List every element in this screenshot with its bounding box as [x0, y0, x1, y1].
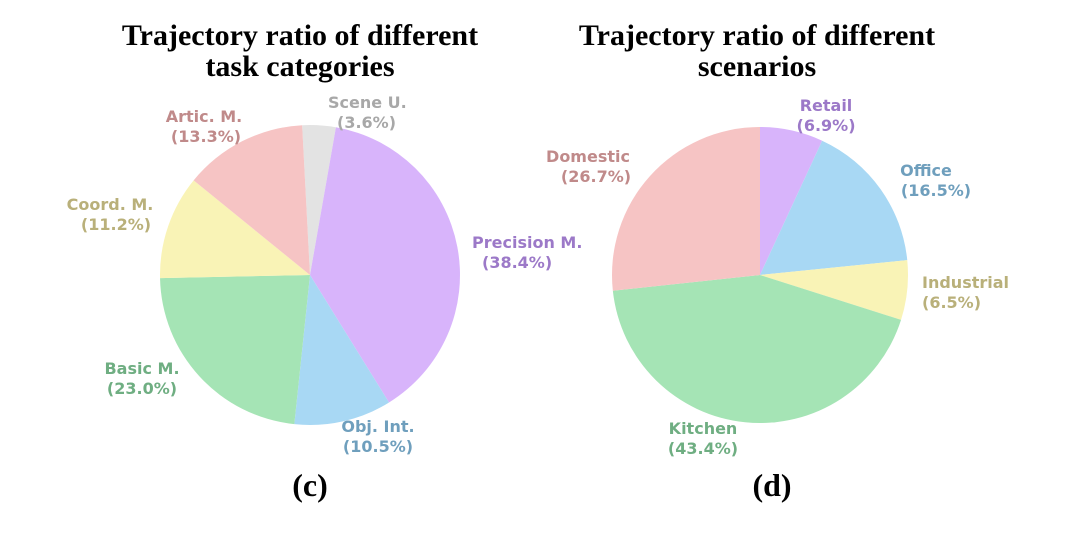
slice-percent-kitchen: (43.4%) — [668, 439, 738, 458]
slice-percent-precision-m: (38.4%) — [482, 253, 552, 272]
chart-c-slices — [159, 125, 460, 426]
slice-percent-retail: (6.9%) — [797, 116, 856, 135]
slice-percent-domestic: (26.7%) — [561, 167, 631, 186]
chart-c-title-line-1: Trajectory ratio of different — [122, 19, 478, 52]
slice-percent-obj-int: (10.5%) — [343, 437, 413, 456]
slice-percent-office: (16.5%) — [901, 181, 971, 200]
slice-label-domestic: Domestic — [546, 147, 630, 166]
chart-c-labels: Scene U.(3.6%) Precision M.(38.4%) Obj. In… — [67, 93, 583, 456]
slice-label-precision-m: Precision M. — [472, 233, 582, 252]
pie-slice-kitchen — [612, 275, 902, 424]
chart-d: Trajectory ratio of different scenarios … — [546, 19, 1009, 503]
pie-slice-precision-m — [310, 127, 460, 403]
slice-label-scene-u: Scene U. — [328, 93, 407, 112]
slice-percent-industrial: (6.5%) — [922, 293, 981, 312]
slice-label-industrial: Industrial — [922, 273, 1009, 292]
chart-d-slices — [611, 127, 908, 424]
slice-label-obj-int: Obj. Int. — [341, 417, 414, 436]
slice-percent-scene-u: (3.6%) — [337, 113, 396, 132]
slice-percent-coord-m: (11.2%) — [81, 215, 151, 234]
pie-slice-industrial — [760, 260, 908, 320]
slice-percent-basic-m: (23.0%) — [107, 379, 177, 398]
pie-slice-office — [760, 140, 908, 275]
pie-slice-scene-u — [302, 125, 336, 276]
chart-d-panel-label: (d) — [752, 467, 791, 503]
pie-slice-domestic — [611, 127, 760, 291]
slice-label-basic-m: Basic M. — [104, 359, 179, 378]
chart-c-panel-label: (c) — [292, 467, 328, 503]
pie-slice-basic-m — [160, 275, 310, 425]
slice-label-coord-m: Coord. M. — [67, 195, 154, 214]
slice-label-office: Office — [900, 161, 952, 180]
pie-slice-obj-int — [294, 275, 390, 426]
chart-c-title-line-2: task categories — [205, 50, 394, 83]
pie-slice-retail — [760, 127, 823, 275]
pie-slice-artic-m — [193, 125, 310, 276]
slice-label-artic-m: Artic. M. — [166, 107, 243, 126]
slice-label-retail: Retail — [800, 96, 853, 115]
slice-label-kitchen: Kitchen — [669, 419, 738, 438]
pie-slice-coord-m — [159, 180, 310, 279]
chart-d-title-line-1: Trajectory ratio of different — [579, 19, 935, 52]
chart-d-title-line-2: scenarios — [698, 50, 816, 83]
slice-percent-artic-m: (13.3%) — [171, 127, 241, 146]
chart-c: Trajectory ratio of different task categ… — [67, 19, 583, 503]
chart-d-labels: Retail(6.9%) Office(16.5%) Industrial(6.5%… — [546, 96, 1009, 458]
